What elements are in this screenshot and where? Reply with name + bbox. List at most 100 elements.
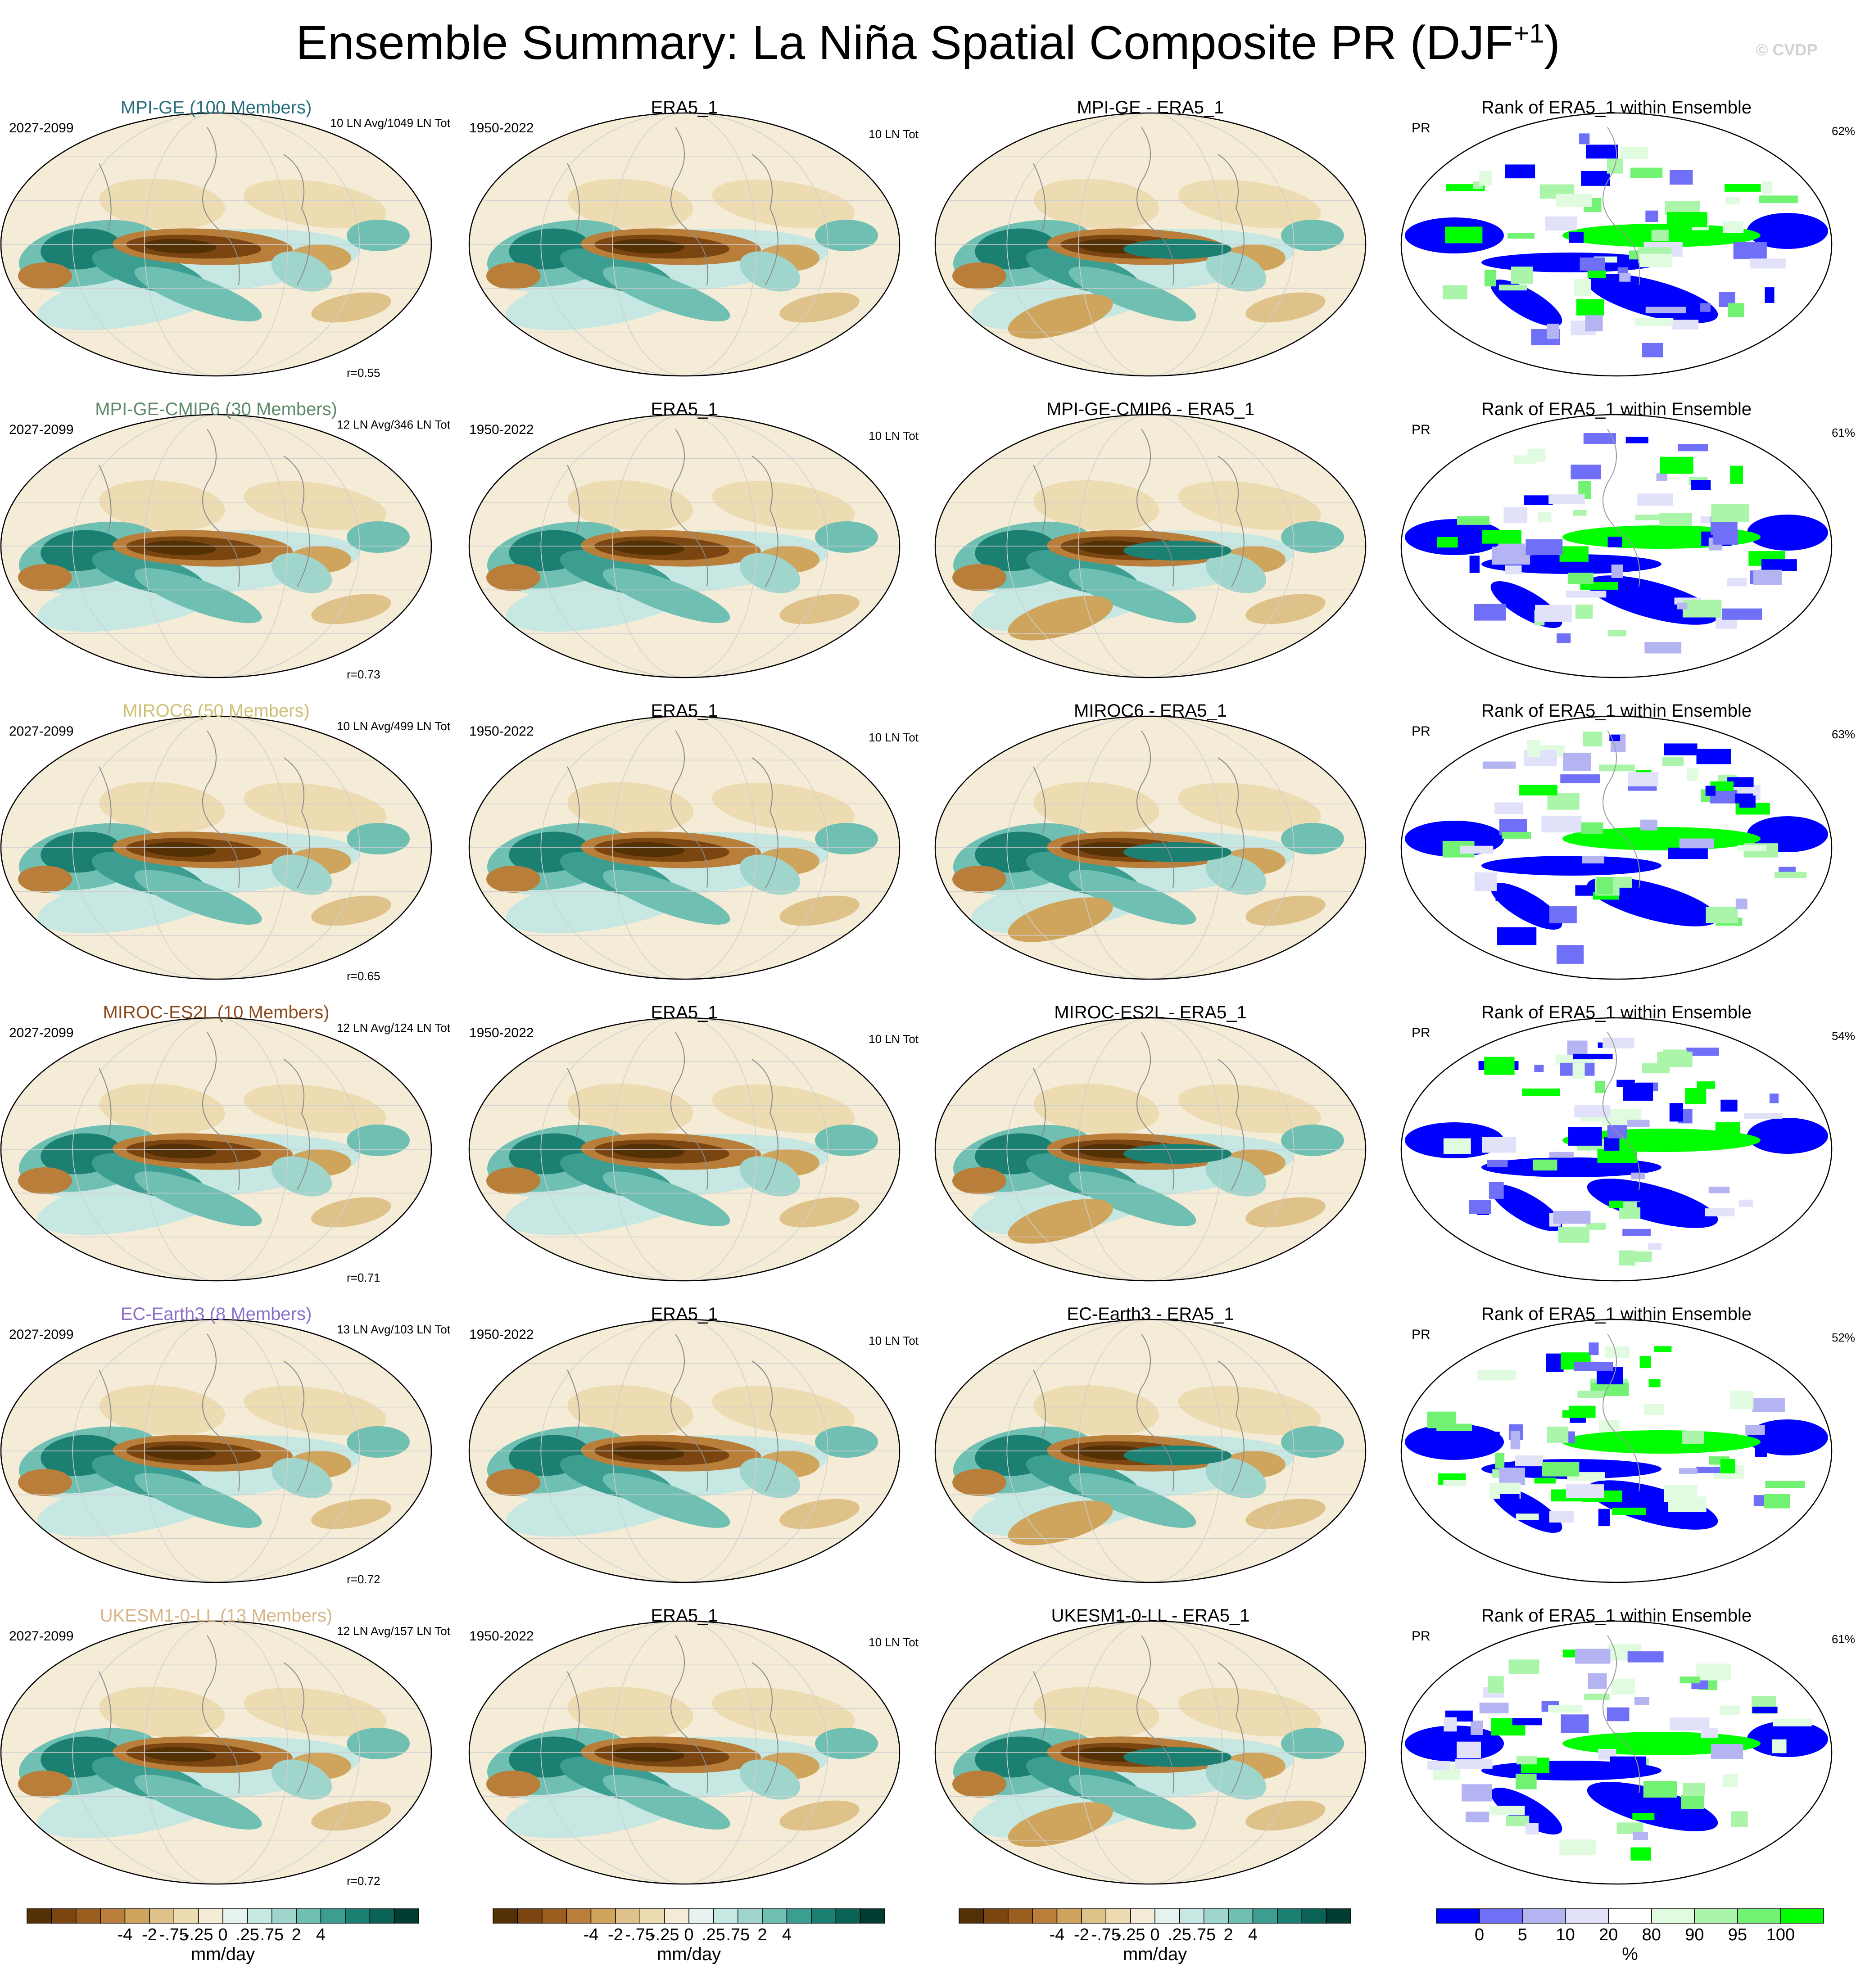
colorbar-tick-label: -4 [1049, 1925, 1065, 1944]
colorbar-unit: mm/day [656, 1944, 721, 1964]
map-panel-r3-c4 [1401, 716, 1832, 979]
colorbar-tick-label: 0 [218, 1925, 228, 1944]
map-outline-r1-c4 [1400, 112, 1833, 377]
colorbar-swatch-6 [1081, 1908, 1106, 1924]
colorbar-swatch-11 [1204, 1908, 1229, 1924]
rank-percent: 61% [1831, 426, 1855, 439]
map-outline-r4-c2 [468, 1017, 901, 1282]
colorbar-swatch-13 [786, 1908, 812, 1924]
colorbar-tick-label: 0 [1150, 1925, 1160, 1944]
rank-variable: PR [1412, 724, 1430, 739]
colorbar-tick-label: 20 [1599, 1925, 1618, 1944]
colorbar-swatch-2 [517, 1908, 543, 1924]
map-panel-r3-c3 [935, 716, 1366, 979]
map-panel-r6-c1 [1, 1621, 431, 1884]
map-outline-r6-c2 [468, 1620, 901, 1885]
map-panel-r4-c3 [935, 1018, 1366, 1281]
colorbar-swatch-5 [1608, 1908, 1652, 1924]
colorbar-tick-label: -2 [141, 1925, 157, 1944]
colorbar-swatch-10 [713, 1908, 738, 1924]
colorbar-tick-label: .25 [1167, 1925, 1191, 1944]
colorbar-swatch-1 [27, 1908, 52, 1924]
rank-percent: 54% [1831, 1029, 1855, 1043]
obs-title: ERA5_1 [651, 399, 718, 419]
rank-variable: PR [1412, 422, 1430, 437]
colorbar-swatch-4 [1565, 1908, 1609, 1924]
colorbar-swatch-14 [811, 1908, 836, 1924]
map-outline-r4-c3 [934, 1017, 1367, 1282]
colorbar-tick-label: -.75 [159, 1925, 189, 1944]
map-outline-r6-c1 [0, 1620, 432, 1885]
map-outline-r3-c1 [0, 715, 432, 980]
map-outline-r1-c1 [0, 112, 432, 377]
colorbar-unit: mm/day [1123, 1944, 1187, 1964]
colorbar-tick-label: 90 [1685, 1925, 1704, 1944]
colorbar-3 [959, 1908, 1351, 1924]
model-title: MPI-GE (100 Members) [120, 98, 312, 117]
map-panel-r6-c4 [1401, 1621, 1832, 1884]
colorbar-tick-label: -2 [1073, 1925, 1089, 1944]
colorbar-unit: mm/day [190, 1944, 255, 1964]
colorbar-swatch-7 [173, 1908, 199, 1924]
colorbar-tick-label: -.25 [649, 1925, 679, 1944]
colorbar-swatch-6 [615, 1908, 640, 1924]
map-outline-r3-c4 [1400, 715, 1833, 980]
colorbar-tick-label: .75 [1192, 1925, 1216, 1944]
map-outline-r1-c2 [468, 112, 901, 377]
colorbar-unit: % [1622, 1944, 1638, 1964]
map-panel-r2-c3 [935, 415, 1366, 678]
obs-counts: 10 LN Tot [869, 731, 919, 744]
colorbar-swatch-4 [566, 1908, 592, 1924]
colorbar-swatch-13 [1252, 1908, 1278, 1924]
colorbar-tick-label: -2 [607, 1925, 623, 1944]
model-counts: 10 LN Avg/1049 LN Tot [330, 116, 450, 130]
colorbar-tick-label: 10 [1556, 1925, 1575, 1944]
figure-title: Ensemble Summary: La Niña Spatial Compos… [296, 16, 1560, 69]
colorbar-tick-label: -.25 [1115, 1925, 1145, 1944]
pattern-correlation: r=0.72 [347, 1874, 380, 1888]
colorbar-swatch-14 [345, 1908, 370, 1924]
obs-period: 1950-2022 [469, 1026, 534, 1040]
rank-variable: PR [1412, 1026, 1430, 1040]
model-counts: 12 LN Avg/157 LN Tot [336, 1624, 450, 1638]
colorbar-swatch-15 [1301, 1908, 1327, 1924]
colorbar-tick-label: 0 [684, 1925, 694, 1944]
pattern-correlation: r=0.71 [347, 1271, 380, 1284]
colorbar-tick-label: 4 [316, 1925, 326, 1944]
rank-title: Rank of ERA5_1 within Ensemble [1481, 701, 1752, 721]
obs-period: 1950-2022 [469, 1327, 534, 1342]
colorbar-tick-label: 95 [1728, 1925, 1747, 1944]
colorbar-tick-label: 4 [782, 1925, 792, 1944]
colorbar-swatch-9 [1154, 1908, 1180, 1924]
map-panel-r1-c2 [469, 113, 900, 376]
colorbar-tick-label: -.25 [183, 1925, 213, 1944]
obs-counts: 10 LN Tot [869, 1636, 919, 1649]
rank-title: Rank of ERA5_1 within Ensemble [1481, 1003, 1752, 1022]
colorbar-swatch-9 [222, 1908, 248, 1924]
colorbar-tick-label: 4 [1248, 1925, 1258, 1944]
colorbar-swatch-2 [1479, 1908, 1523, 1924]
rank-variable: PR [1412, 121, 1430, 136]
model-counts: 10 LN Avg/499 LN Tot [336, 719, 450, 733]
colorbar-swatch-5 [1056, 1908, 1082, 1924]
colorbar-swatch-7 [639, 1908, 665, 1924]
rank-title: Rank of ERA5_1 within Ensemble [1481, 1606, 1752, 1626]
model-counts: 12 LN Avg/124 LN Tot [336, 1021, 450, 1035]
colorbar-tick-label: .25 [701, 1925, 725, 1944]
rank-percent: 62% [1831, 124, 1855, 138]
map-panel-r1-c3 [935, 113, 1366, 376]
model-period: 2027-2099 [9, 121, 74, 136]
colorbar-swatch-12 [1228, 1908, 1254, 1924]
colorbar-tick-label: -.75 [625, 1925, 655, 1944]
map-outline-r6-c4 [1400, 1620, 1833, 1885]
colorbar-swatch-15 [369, 1908, 395, 1924]
map-panel-r2-c2 [469, 415, 900, 678]
rank-title: Rank of ERA5_1 within Ensemble [1481, 399, 1752, 419]
map-outline-r1-c3 [934, 112, 1367, 377]
map-outline-r5-c4 [1400, 1319, 1833, 1583]
map-outline-r5-c2 [468, 1319, 901, 1583]
model-period: 2027-2099 [9, 1026, 74, 1040]
model-title: MPI-GE-CMIP6 (30 Members) [95, 399, 337, 419]
